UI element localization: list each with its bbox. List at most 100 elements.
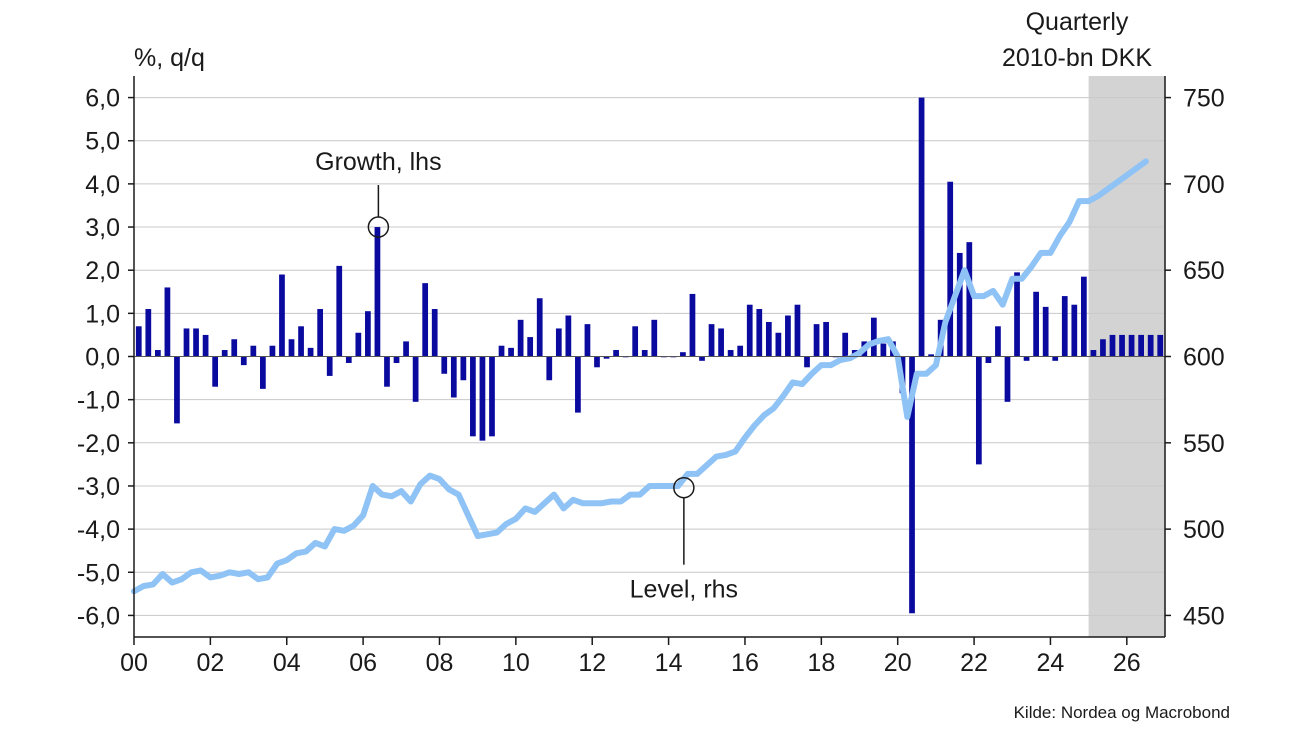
growth-bar [651, 319, 658, 357]
growth-bar [546, 356, 553, 381]
growth-bar [183, 328, 190, 357]
growth-bar [1033, 291, 1039, 357]
growth-bar [479, 356, 486, 441]
left-tick-label: 4,0 [85, 171, 120, 199]
growth-bar [565, 315, 572, 357]
growth-bar [260, 356, 266, 389]
right-tick-label: 750 [1183, 85, 1225, 113]
growth-bar [613, 350, 619, 357]
growth-bar [498, 345, 505, 357]
growth-bar [250, 345, 257, 357]
growth-bar [1109, 334, 1116, 357]
growth-bar [699, 356, 705, 361]
left-tick-label: -2,0 [77, 430, 120, 458]
x-tick-label: 26 [1113, 649, 1141, 677]
x-tick-label: 20 [884, 649, 912, 677]
growth-bar [1090, 350, 1097, 357]
left-tick-label: 2,0 [85, 257, 120, 285]
left-axis-label: %, q/q [134, 44, 205, 72]
growth-bar [212, 356, 219, 387]
growth-bar [221, 350, 228, 357]
x-tick-label: 00 [120, 649, 148, 677]
growth-bar [317, 309, 324, 357]
growth-bar [842, 332, 849, 357]
growth-bar [326, 356, 333, 376]
growth-bar [269, 345, 276, 357]
growth-bar [1100, 339, 1106, 357]
growth-bar [680, 352, 686, 357]
right-tick-label: 450 [1183, 602, 1225, 630]
growth-bar [765, 321, 772, 357]
left-axis-ticks: -6,0 -5,0 -4,0 -3,0 -2,0 -1,0 0,0 1,0 2,0 3,0 4,0 5… [77, 85, 134, 630]
growth-bar [746, 304, 753, 357]
x-tick-label: 14 [655, 649, 683, 677]
left-tick-label: 6,0 [85, 85, 120, 113]
growth-bar [460, 356, 467, 381]
growth-bar [804, 356, 810, 368]
growth-bar [164, 287, 171, 357]
growth-bar [508, 347, 514, 357]
axes [133, 76, 1166, 638]
growth-bar [775, 332, 782, 357]
growth-bar [365, 311, 371, 357]
growth-bar [412, 356, 419, 402]
growth-bar [918, 97, 925, 357]
growth-bar [966, 242, 973, 357]
growth-bar [870, 317, 877, 357]
x-axis-ticks: 00 02 04 06 08 10 12 14 16 18 20 22 24 26 [120, 637, 1141, 677]
growth-bar [231, 339, 238, 357]
x-tick-label: 02 [196, 649, 224, 677]
annotations: Growth, lhs Level, rhs [315, 148, 738, 604]
growth-bar [823, 321, 829, 357]
left-tick-label: 1,0 [85, 300, 120, 328]
growth-bar [441, 356, 448, 374]
growth-bar [1004, 356, 1011, 402]
growth-bar [355, 332, 362, 357]
growth-bar [1157, 334, 1164, 357]
growth-bar [727, 350, 734, 357]
growth-bar [135, 326, 142, 357]
growth-bar [689, 293, 696, 357]
right-axis-ticks: 450 500 550 600 650 700 750 [1165, 85, 1225, 630]
x-tick-label: 06 [349, 649, 377, 677]
gridlines [134, 97, 1165, 616]
right-tick-label: 650 [1183, 257, 1225, 285]
left-tick-label: 3,0 [85, 214, 120, 242]
growth-bar [975, 356, 982, 465]
growth-bar [403, 341, 409, 357]
left-tick-label: -1,0 [77, 387, 120, 415]
right-tick-label: 500 [1183, 516, 1225, 544]
growth-bar [1119, 334, 1125, 357]
x-tick-label: 08 [426, 649, 454, 677]
x-tick-label: 12 [578, 649, 606, 677]
right-tick-label: 600 [1183, 344, 1225, 372]
x-tick-label: 22 [960, 649, 988, 677]
left-tick-label: -3,0 [77, 473, 120, 501]
growth-bar [422, 283, 429, 357]
growth-bar [737, 345, 744, 357]
growth-bar [909, 356, 915, 614]
growth-bar [345, 356, 352, 363]
right-tick-label: 550 [1183, 430, 1225, 458]
growth-annotation-label: Growth, lhs [315, 148, 441, 176]
growth-bar [594, 356, 600, 368]
growth-bar [603, 356, 610, 359]
growth-bar [1042, 306, 1049, 357]
level-line [131, 158, 1149, 595]
growth-bar [1128, 334, 1135, 357]
growth-bar [279, 274, 285, 357]
growth-bar [756, 309, 763, 357]
left-tick-label: -4,0 [77, 516, 120, 544]
growth-bar [1147, 334, 1154, 357]
growth-bar [947, 181, 954, 357]
growth-bar [384, 356, 390, 387]
growth-bar [1080, 276, 1087, 357]
growth-bar [393, 356, 400, 363]
x-tick-label: 10 [502, 649, 530, 677]
growth-bar [1014, 272, 1020, 357]
left-tick-label: 5,0 [85, 128, 120, 156]
growth-bar [985, 356, 992, 363]
growth-bar [1071, 304, 1078, 357]
x-tick-label: 16 [731, 649, 759, 677]
